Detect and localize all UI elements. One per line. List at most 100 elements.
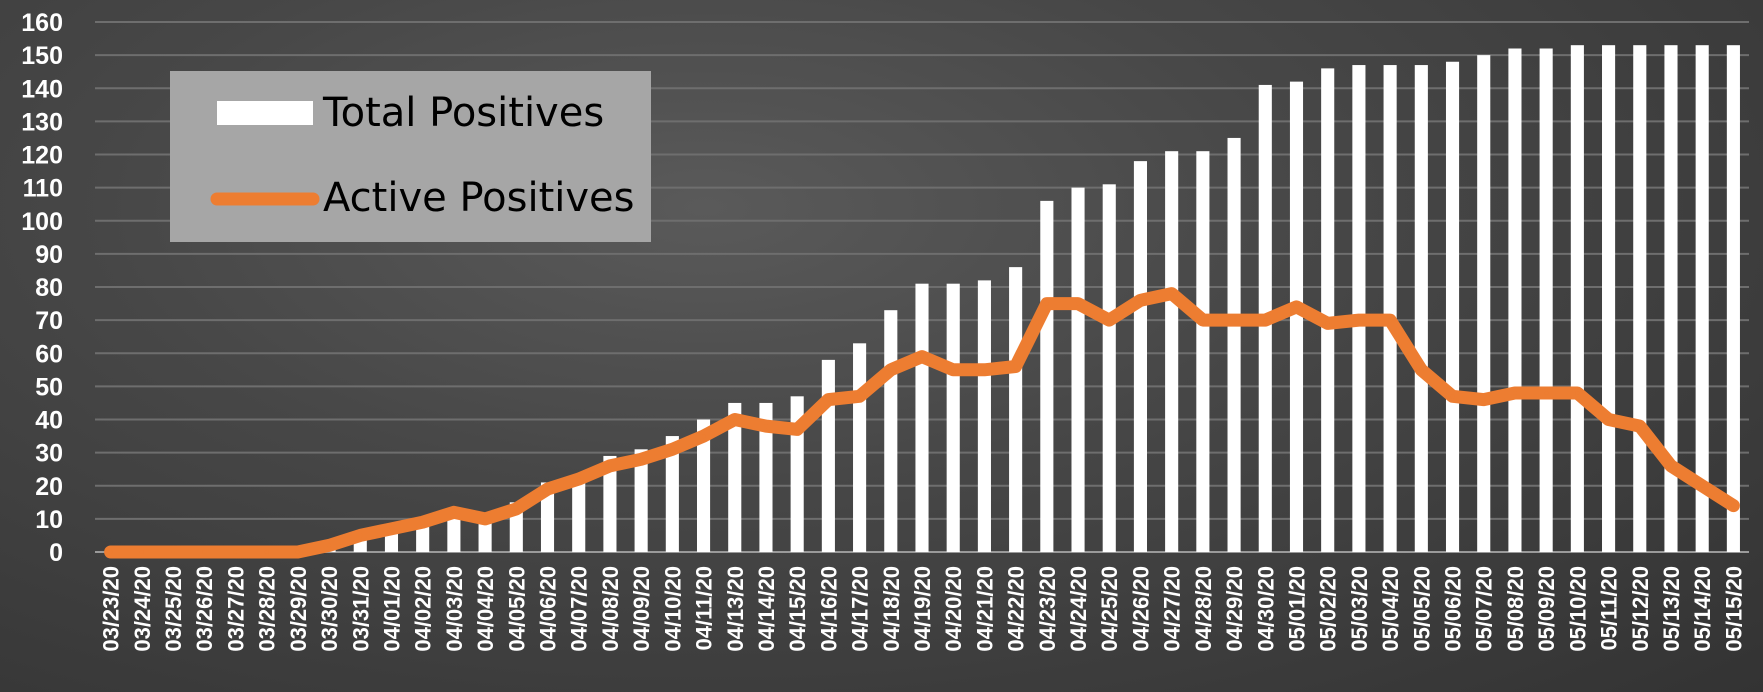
point-active-positives	[1325, 321, 1330, 326]
bar-total-positives	[1445, 61, 1460, 552]
x-tick-label: 03/25/20	[161, 566, 186, 652]
y-tick-label: 30	[35, 440, 63, 468]
bar-total-positives	[1321, 68, 1335, 552]
point-active-positives	[1076, 301, 1081, 306]
legend: Total Positives Active Positives	[170, 71, 651, 242]
x-tick-label: 04/06/20	[536, 566, 561, 652]
point-active-positives	[108, 550, 113, 554]
x-tick-label: 04/17/20	[848, 566, 873, 652]
bar-total-positives	[946, 283, 960, 552]
bar-total-positives	[915, 283, 929, 552]
point-active-positives	[795, 427, 800, 432]
point-active-positives	[1419, 367, 1424, 372]
y-tick-label: 70	[35, 307, 63, 335]
point-active-positives	[1044, 301, 1049, 306]
x-tick-label: 03/28/20	[255, 566, 280, 652]
x-tick-label: 04/10/20	[660, 566, 685, 652]
point-active-positives	[1450, 394, 1455, 399]
x-tick-label: 05/13/20	[1659, 566, 1684, 652]
x-tick-label: 04/18/20	[879, 566, 904, 652]
point-active-positives	[920, 354, 924, 359]
x-tick-label: 05/09/20	[1534, 566, 1559, 652]
x-tick-label: 03/27/20	[223, 566, 248, 652]
bar-total-positives	[1133, 161, 1148, 552]
point-active-positives	[951, 367, 956, 372]
point-active-positives	[639, 457, 644, 462]
x-tick-label: 04/05/20	[504, 566, 529, 652]
point-active-positives	[514, 506, 519, 511]
legend-box	[170, 71, 651, 242]
point-active-positives	[1232, 318, 1237, 323]
point-active-positives	[420, 520, 425, 525]
bar-total-positives	[1633, 45, 1647, 552]
point-active-positives	[670, 447, 675, 452]
y-tick-label: 80	[35, 274, 63, 302]
bar-total-positives	[1508, 48, 1522, 552]
x-tick-label: 04/03/20	[442, 566, 467, 652]
x-tick-label: 05/08/20	[1503, 566, 1528, 652]
point-active-positives	[982, 367, 987, 372]
bar-total-positives	[447, 512, 461, 552]
x-tick-label: 05/05/20	[1409, 566, 1434, 652]
point-active-positives	[1606, 417, 1611, 422]
x-axis-ticks: 03/23/20 03/24/20 03/25/20 03/26/20 03/27/20…	[99, 566, 1747, 652]
x-tick-label: 05/14/20	[1690, 566, 1715, 652]
x-tick-label: 04/21/20	[972, 566, 997, 652]
bar-total-positives	[1165, 151, 1179, 552]
active-positives-line-group	[104, 287, 1740, 559]
x-tick-label: 05/11/20	[1597, 566, 1622, 650]
x-tick-label: 04/23/20	[1035, 566, 1060, 652]
point-active-positives	[607, 463, 612, 468]
bar-total-positives	[1009, 267, 1023, 552]
point-active-positives	[1731, 503, 1736, 508]
x-tick-label: 04/07/20	[567, 566, 592, 652]
bar-total-positives	[1695, 45, 1709, 552]
y-tick-label: 150	[21, 42, 63, 70]
x-tick-label: 05/02/20	[1316, 566, 1341, 652]
legend-label-total-positives: Total Positives	[322, 90, 604, 136]
x-tick-label: 04/19/20	[910, 566, 935, 652]
point-active-positives	[483, 516, 488, 521]
bar-total-positives	[1383, 65, 1397, 552]
x-tick-label: 04/15/20	[785, 566, 810, 652]
bar-total-positives	[478, 518, 492, 552]
x-tick-label: 04/11/20	[692, 566, 717, 650]
x-tick-label: 04/30/20	[1253, 566, 1278, 652]
y-tick-label: 140	[21, 75, 63, 103]
y-tick-label: 110	[23, 175, 63, 203]
bar-total-positives	[977, 280, 991, 552]
x-tick-label: 03/30/20	[317, 566, 342, 652]
point-active-positives	[1388, 318, 1393, 323]
point-active-positives	[576, 477, 581, 482]
point-active-positives	[1138, 298, 1143, 303]
x-tick-label: 03/24/20	[130, 566, 155, 652]
bar-total-positives	[1602, 45, 1616, 552]
bar-total-positives	[853, 343, 867, 552]
point-active-positives	[1700, 483, 1705, 488]
x-tick-label: 05/10/20	[1565, 566, 1590, 652]
bar-total-positives	[821, 359, 835, 552]
point-active-positives	[233, 550, 238, 554]
point-active-positives	[1169, 291, 1174, 296]
y-tick-label: 100	[21, 208, 63, 236]
y-tick-label: 0	[49, 539, 63, 567]
x-tick-label: 03/26/20	[192, 566, 217, 652]
bar-total-positives	[759, 402, 773, 552]
point-active-positives	[1107, 318, 1112, 323]
bar-total-positives	[1227, 137, 1241, 552]
point-active-positives	[888, 367, 893, 372]
x-tick-label: 05/03/20	[1347, 566, 1372, 652]
point-active-positives	[545, 487, 550, 492]
bar-total-positives	[1102, 184, 1116, 552]
point-active-positives	[1294, 304, 1299, 309]
bar-total-positives	[1352, 65, 1366, 552]
point-active-positives	[139, 550, 144, 554]
x-tick-label: 04/26/20	[1128, 566, 1153, 652]
x-tick-label: 03/23/20	[99, 566, 124, 652]
y-tick-label: 20	[35, 473, 63, 501]
bar-total-positives	[1414, 65, 1428, 552]
point-active-positives	[264, 550, 269, 554]
point-active-positives	[1013, 364, 1018, 369]
point-active-positives	[295, 550, 300, 554]
